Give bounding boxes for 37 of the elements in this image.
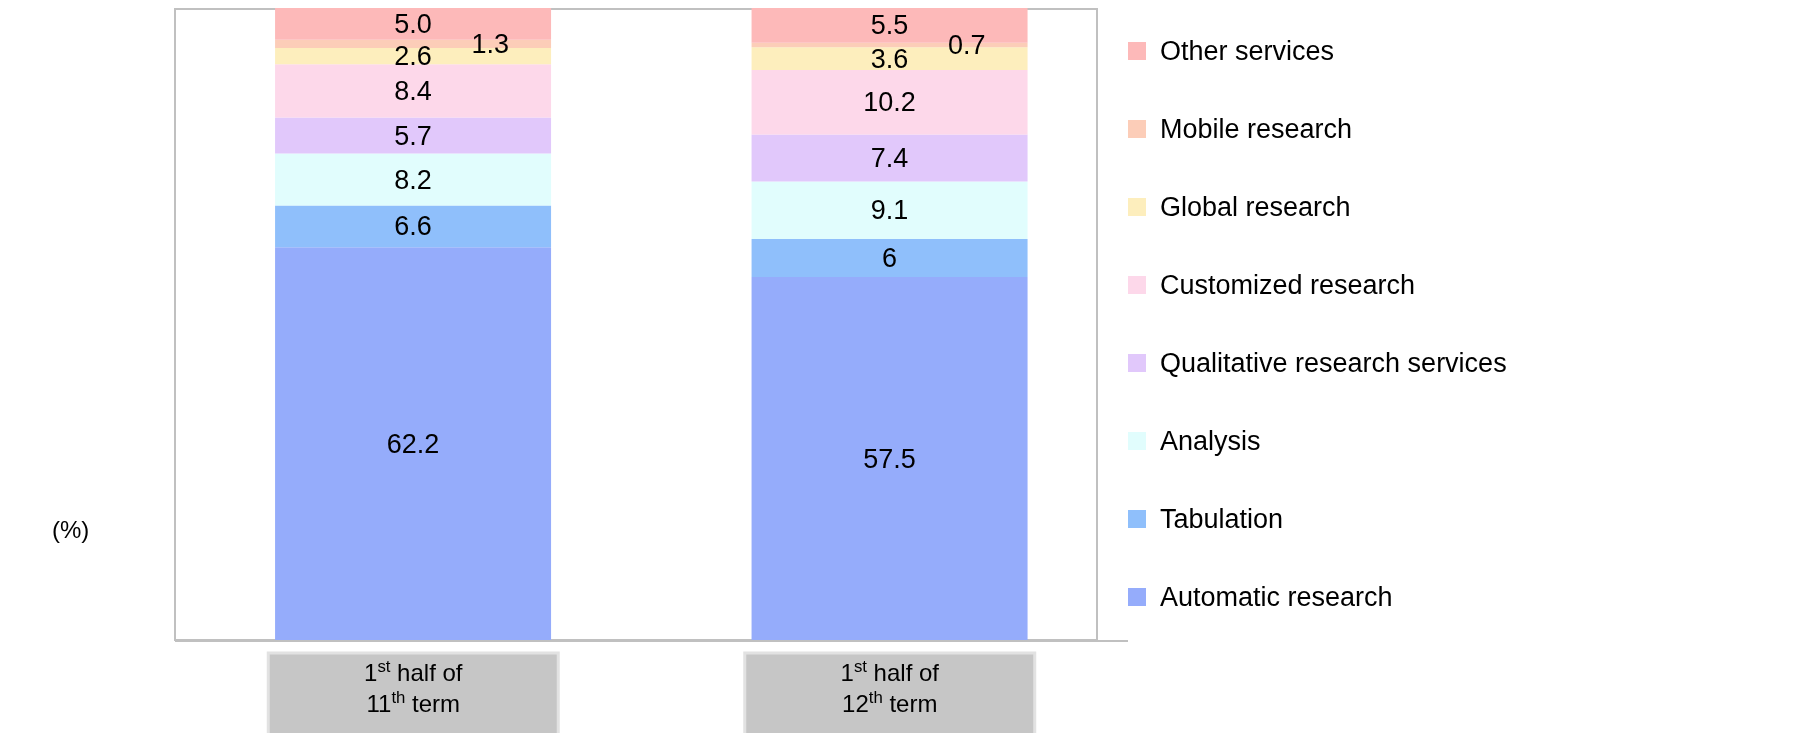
legend-label: Global research: [1160, 191, 1351, 223]
data-label: 3.6: [870, 43, 909, 74]
legend-label: Other services: [1160, 35, 1335, 67]
legend-label: Automatic research: [1160, 581, 1393, 613]
bar: [275, 205, 552, 248]
x-tick-label: 1$^{st}$ half of 11$^{th}$ term: [364, 656, 463, 717]
data-label: 7.4: [870, 143, 909, 174]
data-label: 5.0: [394, 8, 432, 39]
bar: [751, 134, 1028, 182]
bar: [275, 64, 552, 118]
bar: [275, 247, 552, 641]
bar: [751, 239, 1028, 278]
legend-label: Tabulation: [1160, 503, 1284, 535]
data-label: 2.6: [394, 41, 432, 72]
bar: [751, 277, 1028, 641]
data-label: 62.2: [386, 429, 440, 460]
legend-label: Analysis: [1160, 425, 1261, 457]
bar: [751, 70, 1028, 135]
data-label: 6: [882, 243, 898, 274]
data-label: 1.3: [471, 28, 510, 59]
data-label: 57.5: [863, 444, 916, 475]
data-label: 8.2: [394, 164, 432, 195]
bar: [275, 117, 552, 154]
data-label: 5.7: [394, 120, 432, 151]
legend-label: Qualitative research services: [1160, 347, 1507, 379]
x-tick-label: 1$^{st}$ half of 12$^{th}$ term: [840, 656, 940, 717]
data-label: 9.1: [870, 195, 909, 226]
data-label: 8.4: [394, 75, 432, 106]
data-label: 5.5: [870, 10, 909, 41]
data-label: 0.7: [948, 30, 986, 61]
legend-label: Mobile research: [1160, 113, 1353, 145]
bar: [751, 181, 1028, 240]
y-axis-title: (%): [52, 516, 90, 544]
legend-label: Customized research: [1160, 269, 1416, 301]
data-label: 10.2: [863, 87, 916, 118]
data-label: 6.6: [394, 211, 432, 242]
bar: [275, 153, 552, 206]
